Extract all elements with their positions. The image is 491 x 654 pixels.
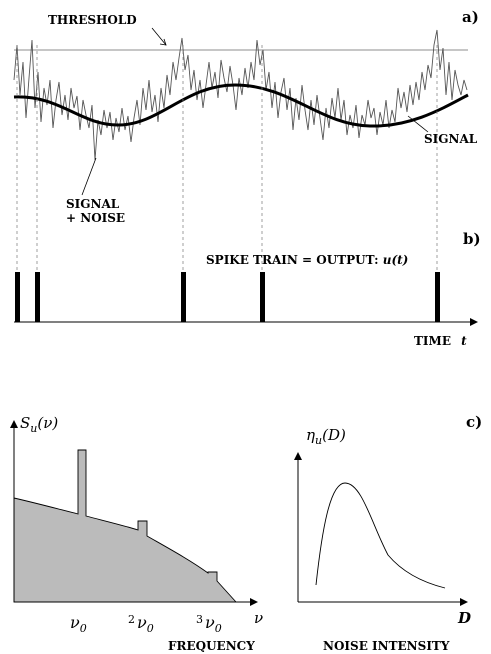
panel-c-tag: c) [466,413,482,431]
spectrum-y-label: Su(ν) [20,414,58,435]
signal-label: SIGNAL [424,132,478,146]
frequency-label: FREQUENCY [168,639,255,653]
output-function: u(t) [383,253,409,267]
svg-text:SPIKE TRAIN = OUTPUT: u(t): SPIKE TRAIN = OUTPUT: u(t) [206,253,408,267]
signal-pointer [407,115,429,133]
tick-nu0: ν0 [70,613,87,635]
signal-plus-noise-curve [13,29,468,161]
spike [260,272,265,322]
threshold-label: THRESHOLD [48,13,137,27]
snr-y-arrow [294,452,302,460]
noise-label-line2: + NOISE [66,211,125,225]
signal-curve [13,83,469,128]
time-axis-arrow [470,318,478,326]
power-spectrum-plot: Su(ν) ν0 2 ν0 3 ν0 ν FREQUENCY [10,414,263,653]
snr-x-variable: D [457,609,471,627]
svg-text:TIME t: TIME t [414,334,467,348]
time-label: TIME [414,334,451,348]
panel-a: a) THRESHOLD SIGNAL SIGNAL + NOISE [13,8,479,272]
crossing-guides [16,45,438,272]
snr-plot: ηu(D) D NOISE INTENSITY [294,426,471,653]
spectrum-area [13,449,238,603]
spike [435,272,440,322]
noise-label-line1: SIGNAL [66,197,120,211]
spectrum-y-arrow [10,420,18,428]
panel-b: b) SPIKE TRAIN = OUTPUT: u(t) TIME t [14,230,481,348]
time-variable: t [461,334,467,348]
panel-a-tag: a) [462,8,479,26]
threshold-arrowhead [159,38,167,46]
noise-pointer [81,157,97,196]
tick-2nu0: 2 ν0 [128,613,154,635]
tick-3nu0: 3 ν0 [196,613,222,635]
snr-x-arrow [460,598,468,606]
spike [35,272,40,322]
spectrum-x-arrow [250,598,258,606]
snr-curve [315,482,446,589]
spectrum-x-variable: ν [254,609,263,627]
spike-train [15,272,440,322]
panel-c: c) Su(ν) ν0 2 ν0 3 ν0 ν FREQUENCY [10,413,482,653]
spike [181,272,186,322]
threshold-pointer [151,27,167,46]
noise-intensity-label: NOISE INTENSITY [323,639,450,653]
panel-b-tag: b) [463,230,481,248]
snr-y-label: ηu(D) [306,426,346,447]
spike [15,272,20,322]
spike-train-caption: SPIKE TRAIN = OUTPUT: [206,253,383,267]
